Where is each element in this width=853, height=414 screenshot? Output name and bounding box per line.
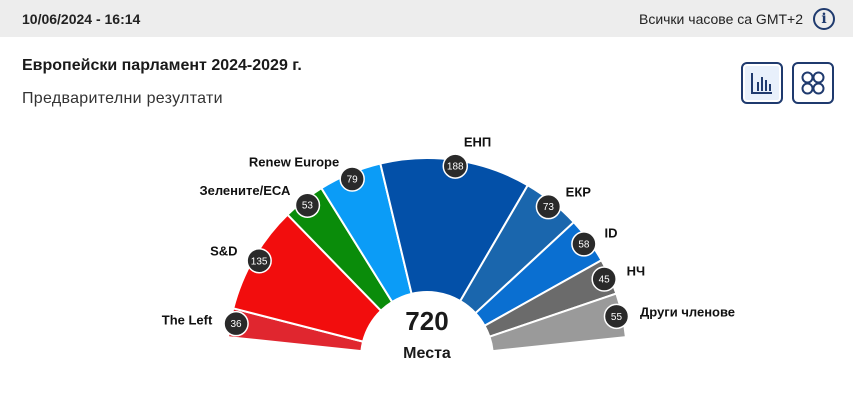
seat-count-label: 53 [302, 201, 314, 212]
seat-badge [339, 166, 365, 192]
seat-badge [246, 248, 272, 274]
party-name-label: ЕНП [464, 134, 491, 149]
party-name-label: Renew Europe [249, 154, 339, 169]
info-icon[interactable]: i [813, 7, 835, 30]
grid-view-button[interactable] [792, 62, 834, 104]
grid-icon [801, 71, 825, 95]
seat-badge [591, 266, 617, 292]
timezone-info: Всички часове са GMT+2 i [638, 7, 835, 30]
page-subtitle: Предварителни резултати [22, 90, 223, 107]
update-datetime: 10/06/2024 - 16:14 [22, 10, 141, 27]
timezone-note: Всички часове са GMT+2 [638, 10, 803, 27]
seat-count-label: 45 [599, 274, 611, 285]
seat-count-label: 36 [230, 319, 242, 330]
party-name-label: ЕКР [566, 185, 592, 200]
top-bar: 10/06/2024 - 16:14 Всички часове са GMT+… [0, 0, 853, 37]
seat-count-label: 73 [543, 202, 555, 213]
seat-count-label: 135 [251, 256, 268, 267]
party-name-label: The Left [162, 313, 213, 328]
bar-chart-icon [751, 73, 772, 94]
seat-badge [223, 310, 249, 337]
seat-badge [571, 231, 597, 257]
party-name-label: S&D [210, 244, 237, 259]
seat-count-label: 55 [611, 312, 623, 323]
seat-badge [294, 192, 321, 218]
seat-count-label: 188 [447, 162, 464, 173]
seat-count-label: 58 [578, 239, 590, 250]
party-name-label: ID [604, 225, 617, 240]
total-seats-value: 720 [405, 306, 448, 336]
seat-count-label: 79 [347, 175, 359, 186]
party-name-label: НЧ [627, 264, 646, 279]
chart-view-button[interactable] [741, 62, 783, 104]
seat-badge [603, 303, 630, 330]
total-seats-label: Места [403, 345, 451, 362]
page-title: Европейски парламент 2024-2029 г. [22, 57, 302, 74]
party-name-label: Други членове [640, 304, 735, 319]
party-name-label: Зелените/ЕСА [199, 183, 290, 198]
seat-badge [442, 153, 469, 179]
seat-badge [535, 193, 562, 220]
segment-енп[interactable] [379, 157, 530, 303]
